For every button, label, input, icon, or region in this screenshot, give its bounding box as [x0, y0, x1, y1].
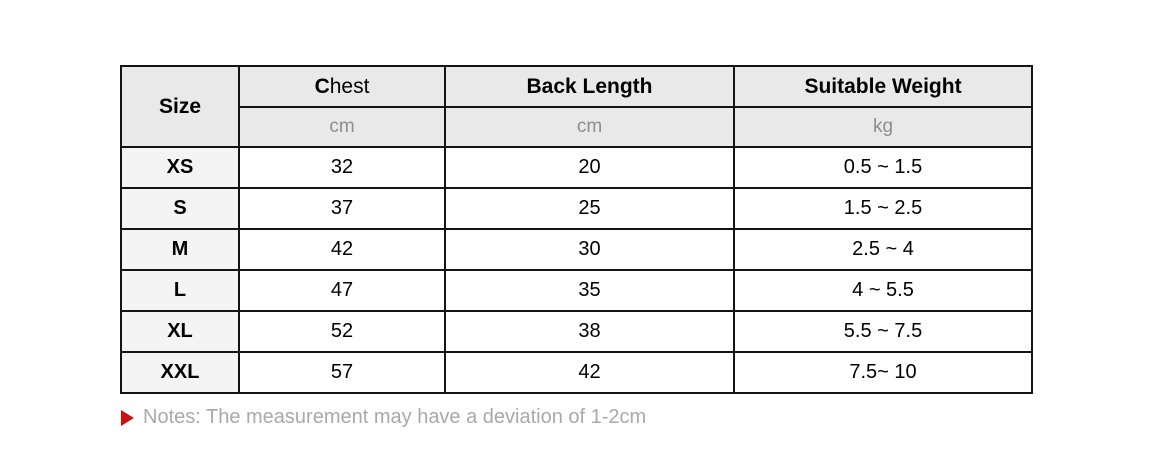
row-weight-cell: 1.5 ~ 2.5	[733, 187, 1033, 230]
size-chart-table: Size Chest Back Length Suitable Weight c…	[120, 65, 1033, 394]
header-chest-initial: C	[314, 74, 330, 98]
row-chest-cell: 52	[238, 310, 446, 353]
table-row: XS 32 20 0.5 ~ 1.5	[120, 146, 1033, 189]
header-suitable-weight: Suitable Weight	[733, 65, 1033, 108]
row-back-length-cell: 35	[444, 269, 735, 312]
row-chest-cell: 37	[238, 187, 446, 230]
unit-back-length: cm	[444, 106, 735, 148]
row-size-cell: S	[120, 187, 240, 230]
row-chest-cell: 42	[238, 228, 446, 271]
table-row: L 47 35 4 ~ 5.5	[120, 269, 1033, 312]
header-row-labels: Size Chest Back Length Suitable Weight	[120, 65, 1033, 148]
row-size-cell: XL	[120, 310, 240, 353]
row-size-cell: L	[120, 269, 240, 312]
header-row-units: cm cm kg	[121, 106, 1033, 148]
table-row: XL 52 38 5.5 ~ 7.5	[120, 310, 1033, 353]
row-size-cell: XXL	[120, 351, 240, 394]
row-back-length-cell: 25	[444, 187, 735, 230]
row-back-length-cell: 38	[444, 310, 735, 353]
row-back-length-cell: 20	[444, 146, 735, 189]
note-text: Notes: The measurement may have a deviat…	[143, 406, 647, 428]
header-back-length: Back Length	[444, 65, 735, 108]
row-weight-cell: 4 ~ 5.5	[733, 269, 1033, 312]
table-row: S 37 25 1.5 ~ 2.5	[120, 187, 1033, 230]
unit-weight: kg	[733, 106, 1033, 148]
row-weight-cell: 7.5~ 10	[733, 351, 1033, 394]
row-chest-cell: 47	[238, 269, 446, 312]
row-size-cell: M	[120, 228, 240, 271]
row-weight-cell: 0.5 ~ 1.5	[733, 146, 1033, 189]
row-chest-cell: 57	[238, 351, 446, 394]
row-weight-cell: 2.5 ~ 4	[733, 228, 1033, 271]
table-body: XS 32 20 0.5 ~ 1.5 S 37 25 1.5 ~ 2.5 M 42 30 2.5 ~ …	[120, 146, 1033, 394]
row-size-cell: XS	[120, 146, 240, 189]
row-back-length-cell: 30	[444, 228, 735, 271]
note-triangle-icon	[121, 409, 134, 426]
header-chest-rest: hest	[329, 74, 370, 98]
size-chart-container: Size Chest Back Length Suitable Weight c…	[120, 65, 1033, 394]
header-size: Size	[120, 65, 240, 148]
row-chest-cell: 32	[238, 146, 446, 189]
table-header: Size Chest Back Length Suitable Weight c…	[120, 65, 1033, 148]
unit-chest: cm	[238, 106, 446, 148]
row-weight-cell: 5.5 ~ 7.5	[733, 310, 1033, 353]
table-row: XXL 57 42 7.5~ 10	[120, 351, 1033, 394]
row-back-length-cell: 42	[444, 351, 735, 394]
table-row: M 42 30 2.5 ~ 4	[120, 228, 1033, 271]
notes-line: Notes: The measurement may have a deviat…	[121, 406, 646, 429]
header-chest: Chest	[238, 65, 446, 108]
